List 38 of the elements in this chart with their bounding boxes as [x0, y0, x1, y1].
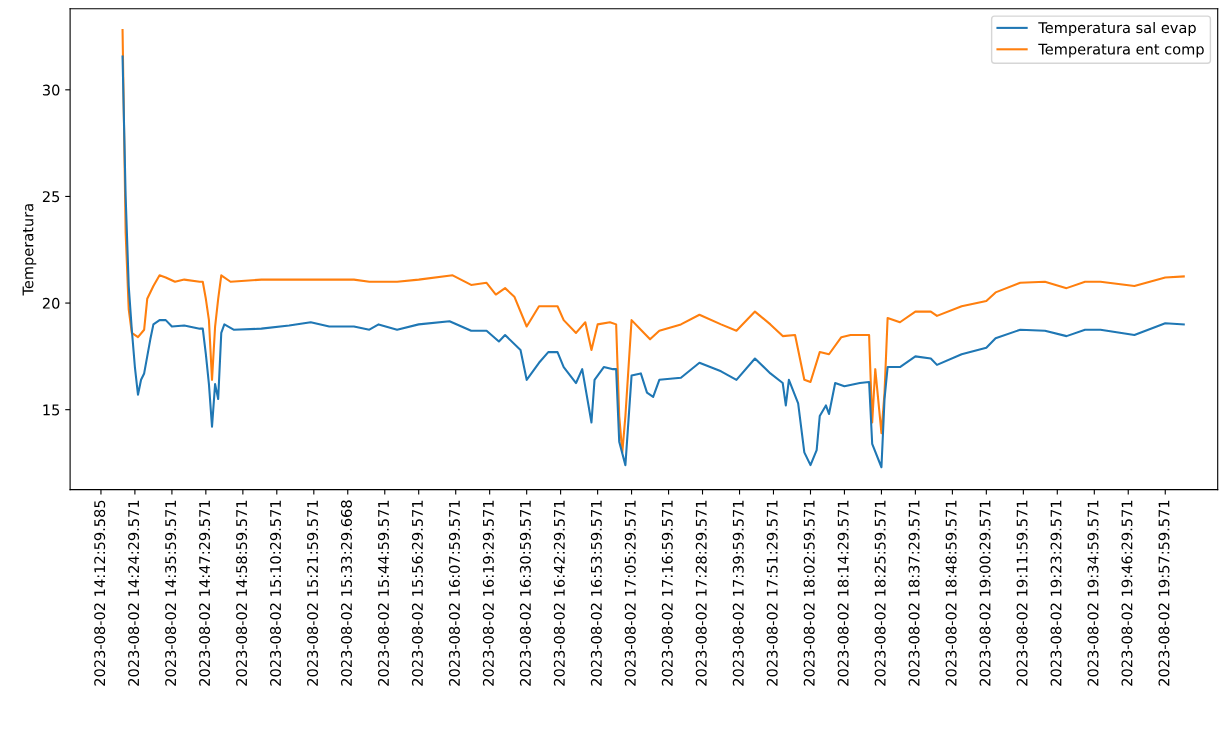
legend-label: Temperatura sal evap	[1038, 21, 1196, 37]
x-tick-label: 2023-08-02 18:14:29.571	[837, 500, 849, 686]
x-tick-label: 2023-08-02 16:42:29.571	[553, 500, 565, 686]
y-tick-label: 30	[42, 84, 60, 96]
x-tick-label: 2023-08-02 19:46:29.571	[1121, 500, 1133, 686]
x-tick-label: 2023-08-02 19:57:59.571	[1158, 500, 1170, 686]
x-tick-label: 2023-08-02 19:34:59.571	[1087, 500, 1099, 686]
x-tick-label: 2023-08-02 16:30:59.571	[519, 500, 531, 686]
x-tick-label: 2023-08-02 15:21:59.571	[307, 500, 319, 686]
y-tick-label: 25	[42, 191, 60, 203]
x-tick-label: 2023-08-02 15:44:59.571	[377, 500, 389, 686]
x-tick-label: 2023-08-02 14:35:59.571	[165, 500, 177, 686]
y-axis-title: Temperatura	[22, 204, 37, 296]
x-tick-label: 2023-08-02 19:23:29.571	[1050, 500, 1062, 686]
x-tick-label: 2023-08-02 18:48:59.571	[945, 500, 957, 686]
x-tick-label: 2023-08-02 17:16:59.571	[661, 500, 673, 686]
x-tick-label: 2023-08-02 18:02:59.571	[803, 500, 815, 686]
x-tick-label: 2023-08-02 19:00:29.571	[979, 500, 991, 686]
x-tick-label: 2023-08-02 16:53:59.571	[590, 500, 602, 686]
x-tick-label: 2023-08-02 14:58:59.571	[236, 500, 248, 686]
x-tick-label: 2023-08-02 14:12:59.585	[94, 500, 106, 686]
x-tick-label: 2023-08-02 16:19:29.571	[482, 500, 494, 686]
x-tick-label: 2023-08-02 19:11:59.571	[1016, 500, 1028, 686]
x-tick-label: 2023-08-02 14:47:29.571	[199, 500, 211, 686]
x-tick-label: 2023-08-02 18:37:29.571	[908, 500, 920, 686]
x-tick-label: 2023-08-02 17:39:59.571	[732, 500, 744, 686]
x-tick-label: 2023-08-02 18:25:59.571	[874, 500, 886, 686]
x-tick-label: 2023-08-02 17:51:29.571	[766, 500, 778, 686]
y-tick-label: 15	[43, 404, 60, 416]
x-tick-label: 2023-08-02 17:28:29.571	[695, 500, 707, 686]
y-tick-label: 20	[42, 297, 60, 309]
x-tick-label: 2023-08-02 15:10:29.571	[270, 500, 282, 686]
x-tick-label: 2023-08-02 15:33:29.668	[340, 500, 352, 686]
x-tick-label: 2023-08-02 17:05:29.571	[624, 500, 636, 686]
x-tick-label: 2023-08-02 14:24:29.571	[128, 500, 140, 686]
x-tick-label: 2023-08-02 16:07:59.571	[448, 500, 460, 686]
x-tick-label: 2023-08-02 15:56:29.571	[411, 500, 423, 686]
legend-label: Temperatura ent comp	[1038, 43, 1204, 58]
